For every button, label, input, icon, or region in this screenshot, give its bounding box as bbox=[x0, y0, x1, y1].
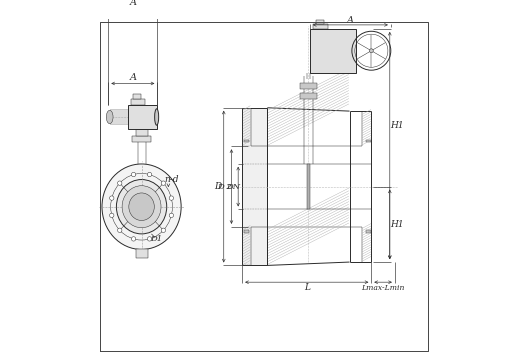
Text: D1: D1 bbox=[150, 235, 163, 243]
Circle shape bbox=[110, 196, 114, 200]
Text: H1: H1 bbox=[390, 121, 403, 130]
Circle shape bbox=[118, 181, 122, 185]
Ellipse shape bbox=[122, 186, 161, 228]
Bar bbox=[313, 23, 328, 29]
Text: D: D bbox=[214, 182, 221, 191]
Bar bbox=[301, 84, 304, 88]
Circle shape bbox=[370, 49, 373, 53]
Bar bbox=[136, 129, 148, 136]
Bar bbox=[314, 84, 316, 88]
Ellipse shape bbox=[116, 180, 167, 234]
Circle shape bbox=[169, 196, 174, 200]
Bar bbox=[133, 93, 141, 99]
Bar bbox=[316, 20, 324, 23]
Bar bbox=[300, 83, 317, 89]
Bar bbox=[132, 136, 151, 142]
Circle shape bbox=[118, 228, 122, 233]
Ellipse shape bbox=[102, 164, 181, 250]
Bar bbox=[244, 230, 249, 233]
Text: DN: DN bbox=[227, 182, 241, 191]
Circle shape bbox=[147, 172, 152, 177]
Bar bbox=[128, 105, 157, 129]
Text: A: A bbox=[130, 73, 137, 82]
Bar bbox=[301, 94, 304, 98]
Text: D 2: D 2 bbox=[218, 182, 232, 191]
Bar bbox=[136, 250, 148, 258]
Bar bbox=[131, 99, 145, 105]
Circle shape bbox=[169, 213, 174, 218]
Circle shape bbox=[147, 237, 152, 241]
Bar bbox=[307, 164, 310, 209]
Circle shape bbox=[131, 172, 136, 177]
Text: L: L bbox=[304, 283, 310, 292]
Circle shape bbox=[161, 181, 166, 185]
Ellipse shape bbox=[155, 109, 159, 125]
Text: A: A bbox=[129, 0, 136, 7]
Bar bbox=[310, 29, 355, 72]
Bar bbox=[244, 140, 249, 142]
Ellipse shape bbox=[129, 193, 154, 220]
Bar bbox=[300, 93, 317, 99]
Text: A: A bbox=[347, 16, 354, 25]
Bar bbox=[314, 94, 316, 98]
Circle shape bbox=[161, 228, 166, 233]
Circle shape bbox=[131, 237, 136, 241]
Bar bbox=[242, 108, 267, 266]
Circle shape bbox=[110, 213, 114, 218]
Text: H1: H1 bbox=[390, 220, 403, 229]
Bar bbox=[366, 230, 371, 233]
Bar bbox=[110, 110, 128, 124]
Text: n-d: n-d bbox=[165, 175, 179, 184]
Text: Lmax-Lmin: Lmax-Lmin bbox=[361, 284, 405, 291]
Bar bbox=[366, 140, 371, 142]
Ellipse shape bbox=[106, 110, 113, 124]
